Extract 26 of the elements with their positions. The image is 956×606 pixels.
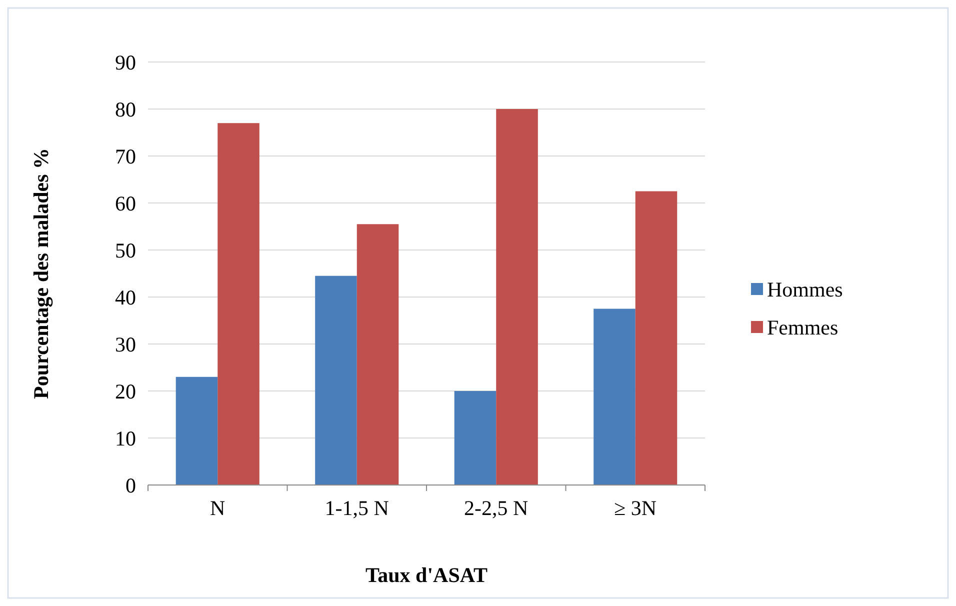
y-tick-label: 30 [115, 332, 136, 356]
x-tick-label: 2-2,5 N [464, 496, 528, 520]
bar [315, 276, 357, 485]
bar [356, 224, 399, 485]
y-tick-label: 20 [115, 379, 136, 404]
x-tick-label: 1-1,5 N [324, 496, 389, 520]
legend-label: Femmes [767, 315, 838, 340]
bar [635, 191, 678, 485]
x-tick-label: N [210, 496, 226, 520]
bar [176, 376, 218, 485]
legend-label: Hommes [767, 277, 843, 302]
y-tick-label: 80 [115, 97, 136, 122]
y-tick-label: 60 [115, 191, 136, 216]
y-tick-label: 40 [115, 285, 136, 310]
y-axis-title: Pourcentage des malades % [29, 148, 53, 400]
y-tick-label: 0 [126, 473, 136, 498]
x-axis-title: Taux d'ASAT [366, 563, 488, 587]
bar [218, 123, 260, 485]
y-tick-label: 50 [115, 238, 136, 262]
y-tick-label: 90 [115, 50, 136, 74]
bar [594, 308, 636, 485]
y-tick-label: 70 [115, 144, 136, 168]
y-tick-label: 10 [115, 426, 136, 450]
bar [454, 391, 496, 485]
bar [496, 109, 538, 485]
x-tick-label: ≥ 3N [614, 496, 657, 520]
